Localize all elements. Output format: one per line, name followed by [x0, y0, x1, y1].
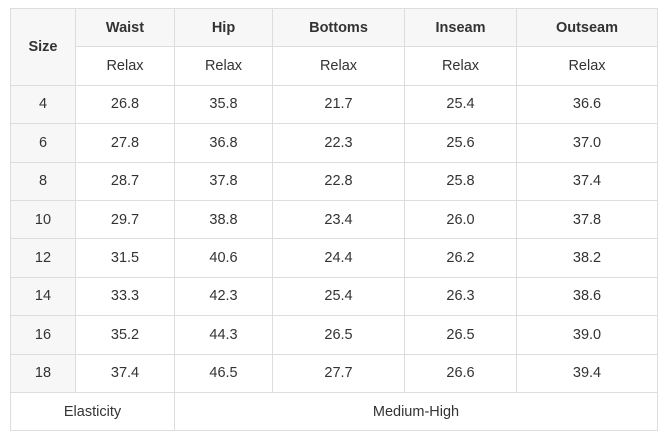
table-row: 12 31.5 40.6 24.4 26.2 38.2 [10, 238, 658, 278]
elasticity-value: Medium-High [174, 391, 658, 432]
elasticity-label: Elasticity [10, 391, 175, 432]
size-chart: Size Waist Hip Bottoms Inseam Outseam Re… [10, 7, 658, 432]
hip-cell: 42.3 [174, 276, 273, 317]
inseam-cell: 26.2 [404, 238, 517, 278]
hip-cell: 44.3 [174, 315, 273, 355]
size-header: Size [10, 8, 76, 86]
waist-cell: 31.5 [75, 238, 175, 278]
column-header-bottoms: Bottoms [272, 7, 405, 48]
outseam-cell: 38.2 [516, 238, 658, 278]
bottoms-cell: 21.7 [272, 84, 405, 125]
waist-cell: 37.4 [75, 353, 175, 393]
size-cell: 4 [10, 84, 76, 125]
inseam-cell: 26.3 [404, 276, 517, 317]
fit-inseam: Relax [404, 46, 517, 86]
fit-bottoms: Relax [272, 46, 405, 86]
fit-outseam: Relax [516, 46, 658, 86]
outseam-cell: 37.4 [516, 161, 658, 201]
outseam-cell: 39.4 [516, 353, 658, 393]
outseam-cell: 37.8 [516, 199, 658, 240]
waist-cell: 27.8 [75, 123, 175, 163]
waist-cell: 35.2 [75, 315, 175, 355]
column-header-inseam: Inseam [404, 7, 517, 48]
size-cell: 18 [10, 353, 76, 393]
waist-cell: 33.3 [75, 276, 175, 317]
table-row: 18 37.4 46.5 27.7 26.6 39.4 [10, 353, 658, 393]
hip-cell: 35.8 [174, 84, 273, 125]
size-chart-table: Size Waist Hip Bottoms Inseam Outseam Re… [10, 7, 658, 432]
size-cell: 12 [10, 238, 76, 278]
outseam-cell: 38.6 [516, 276, 658, 317]
bottoms-cell: 22.3 [272, 123, 405, 163]
header-row: Size Waist Hip Bottoms Inseam Outseam [10, 7, 658, 86]
fit-waist: Relax [75, 46, 175, 86]
size-cell: 14 [10, 276, 76, 317]
table-row: 4 26.8 35.8 21.7 25.4 36.6 [10, 84, 658, 125]
table-row: 8 28.7 37.8 22.8 25.8 37.4 [10, 161, 658, 201]
inseam-cell: 26.0 [404, 199, 517, 240]
outseam-cell: 39.0 [516, 315, 658, 355]
hip-cell: 46.5 [174, 353, 273, 393]
column-header-outseam: Outseam [516, 7, 658, 48]
waist-cell: 26.8 [75, 84, 175, 125]
fit-hip: Relax [174, 46, 273, 86]
hip-cell: 36.8 [174, 123, 273, 163]
size-cell: 10 [10, 199, 76, 240]
bottoms-cell: 25.4 [272, 276, 405, 317]
bottoms-cell: 24.4 [272, 238, 405, 278]
fit-row: Relax Relax Relax Relax Relax [11, 46, 658, 86]
table-row: 16 35.2 44.3 26.5 26.5 39.0 [10, 315, 658, 355]
bottoms-cell: 27.7 [272, 353, 405, 393]
elasticity-row: Elasticity Medium-High [10, 391, 658, 432]
column-header-waist: Waist [75, 7, 175, 48]
bottoms-cell: 23.4 [272, 199, 405, 240]
waist-cell: 29.7 [75, 199, 175, 240]
size-cell: 6 [10, 123, 76, 163]
hip-cell: 38.8 [174, 199, 273, 240]
hip-cell: 40.6 [174, 238, 273, 278]
outseam-cell: 36.6 [516, 84, 658, 125]
bottoms-cell: 26.5 [272, 315, 405, 355]
waist-cell: 28.7 [75, 161, 175, 201]
inseam-cell: 26.5 [404, 315, 517, 355]
table-row: 10 29.7 38.8 23.4 26.0 37.8 [10, 199, 658, 240]
table-row: 6 27.8 36.8 22.3 25.6 37.0 [10, 123, 658, 163]
outseam-cell: 37.0 [516, 123, 658, 163]
inseam-cell: 26.6 [404, 353, 517, 393]
inseam-cell: 25.6 [404, 123, 517, 163]
size-cell: 16 [10, 315, 76, 355]
inseam-cell: 25.8 [404, 161, 517, 201]
table-row: 14 33.3 42.3 25.4 26.3 38.6 [10, 276, 658, 317]
column-header-hip: Hip [174, 7, 273, 48]
hip-cell: 37.8 [174, 161, 273, 201]
size-cell: 8 [10, 161, 76, 201]
bottoms-cell: 22.8 [272, 161, 405, 201]
inseam-cell: 25.4 [404, 84, 517, 125]
